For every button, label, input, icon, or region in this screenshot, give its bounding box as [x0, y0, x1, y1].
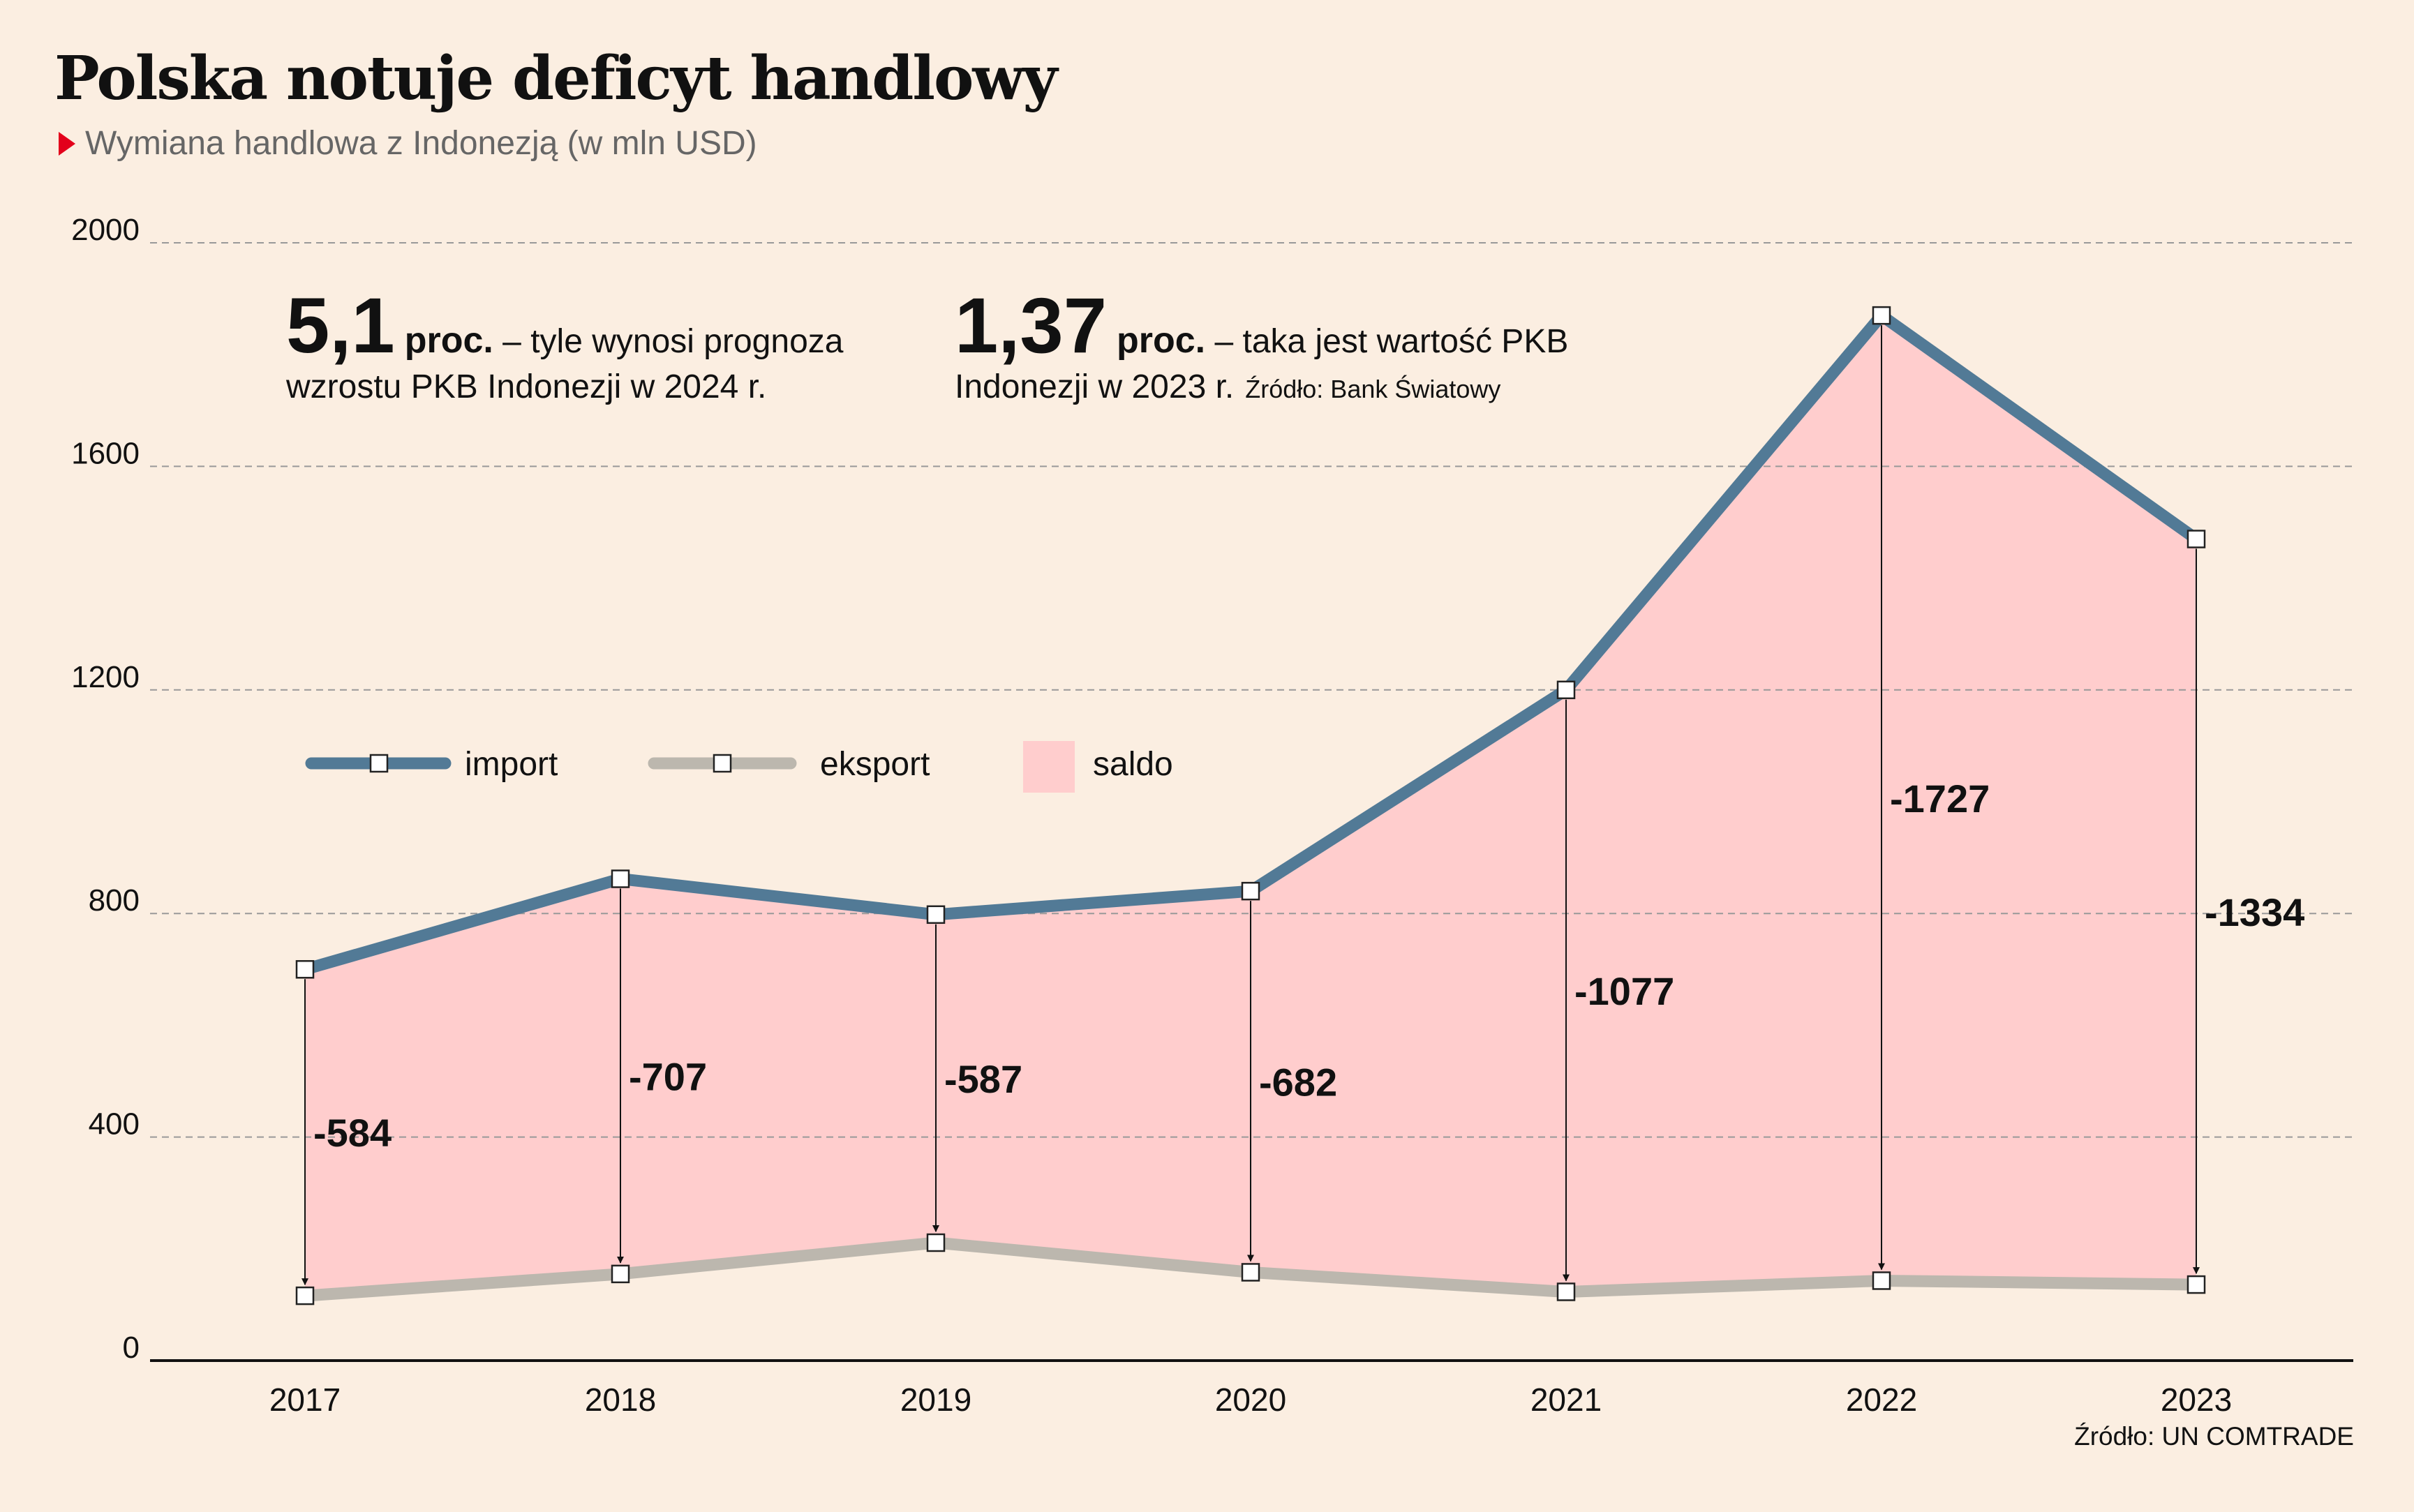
saldo-area: [305, 315, 2196, 1296]
annotation-1-unit: proc.: [405, 320, 493, 361]
import-point-2018: [611, 869, 630, 888]
eksport-point-2017: [295, 1286, 315, 1305]
eksport-point-2022: [1872, 1271, 1891, 1290]
saldo-data-label-2023: -1334: [2205, 890, 2304, 934]
annotation-2-headline: 1,37 proc. – taka jest wartość PKB: [955, 282, 1568, 369]
annotation-2-big-number: 1,37: [955, 282, 1107, 369]
y-tick-label-2000: 2000: [71, 213, 140, 247]
saldo-data-label-2019: -587: [944, 1057, 1022, 1101]
chart-title: Polska notuje deficyt handlowy: [54, 43, 1057, 114]
play-marker-icon: [59, 131, 75, 156]
y-tick-label-800: 800: [89, 883, 140, 918]
annotation-1-line2: wzrostu PKB Indonezji w 2024 r.: [285, 368, 766, 405]
import-point-2020: [1241, 881, 1260, 901]
eksport-point-2018: [611, 1264, 630, 1284]
import-point-2017: [295, 960, 315, 979]
x-tick-label-2021: 2021: [1530, 1382, 1602, 1418]
annotation-1-big-number: 5,1: [286, 282, 395, 369]
x-tick-label-2023: 2023: [2161, 1382, 2232, 1418]
saldo-data-label-2020: -682: [1259, 1060, 1337, 1104]
annotation-2-rest: – taka jest wartość PKB: [1205, 323, 1568, 360]
legend-import-marker: [369, 754, 389, 773]
chart-subtitle-text: Wymiana handlowa z Indonezją (w mln USD): [85, 125, 757, 162]
saldo-data-label-2022: -1727: [1890, 777, 1990, 821]
legend: import eksport saldo: [305, 741, 1173, 793]
annotation-2-line2: Indonezji w 2023 r. Źródło: Bank Światowy: [955, 368, 1500, 405]
annotation-1-headline: 5,1 proc. – tyle wynosi prognoza: [286, 282, 844, 369]
legend-saldo-label: saldo: [1093, 746, 1173, 783]
y-tick-label-400: 400: [89, 1107, 140, 1142]
legend-eksport-label: eksport: [820, 746, 930, 783]
y-tick-label-1200: 1200: [71, 660, 140, 694]
x-tick-label-2017: 2017: [269, 1382, 341, 1418]
eksport-point-2020: [1241, 1263, 1260, 1282]
import-point-2021: [1556, 680, 1576, 700]
x-tick-label-2018: 2018: [585, 1382, 656, 1418]
chart-subtitle: Wymiana handlowa z Indonezją (w mln USD): [59, 124, 757, 163]
x-tick-label-2020: 2020: [1215, 1382, 1286, 1418]
annotation-2-line2-text: Indonezji w 2023 r.: [955, 368, 1234, 405]
y-tick-label-0: 0: [123, 1331, 140, 1365]
x-tick-label-2019: 2019: [900, 1382, 971, 1418]
annotation-1-rest: – tyle wynosi prognoza: [493, 323, 844, 360]
legend-eksport-marker: [713, 754, 732, 773]
source-note: Źródło: UN COMTRADE: [2074, 1422, 2354, 1451]
x-tick-label-2022: 2022: [1846, 1382, 1917, 1418]
import-point-2022: [1872, 306, 1891, 325]
annotation-2-note: Źródło: Bank Światowy: [1245, 374, 1500, 403]
y-tick-label-1600: 1600: [71, 436, 140, 470]
import-point-2023: [2186, 530, 2206, 548]
eksport-point-2021: [1556, 1282, 1576, 1301]
saldo-data-label-2018: -707: [629, 1055, 707, 1099]
legend-saldo-swatch: [1023, 741, 1075, 793]
annotation-1-line2-text: wzrostu PKB Indonezji w 2024 r.: [285, 368, 766, 405]
eksport-point-2019: [926, 1233, 946, 1252]
saldo-data-label-2017: -584: [313, 1111, 392, 1155]
saldo-data-label-2021: -1077: [1574, 969, 1674, 1013]
annotation-2-unit: proc.: [1117, 320, 1205, 361]
import-point-2019: [926, 905, 946, 925]
legend-import-label: import: [465, 746, 558, 783]
eksport-point-2023: [2186, 1275, 2206, 1294]
